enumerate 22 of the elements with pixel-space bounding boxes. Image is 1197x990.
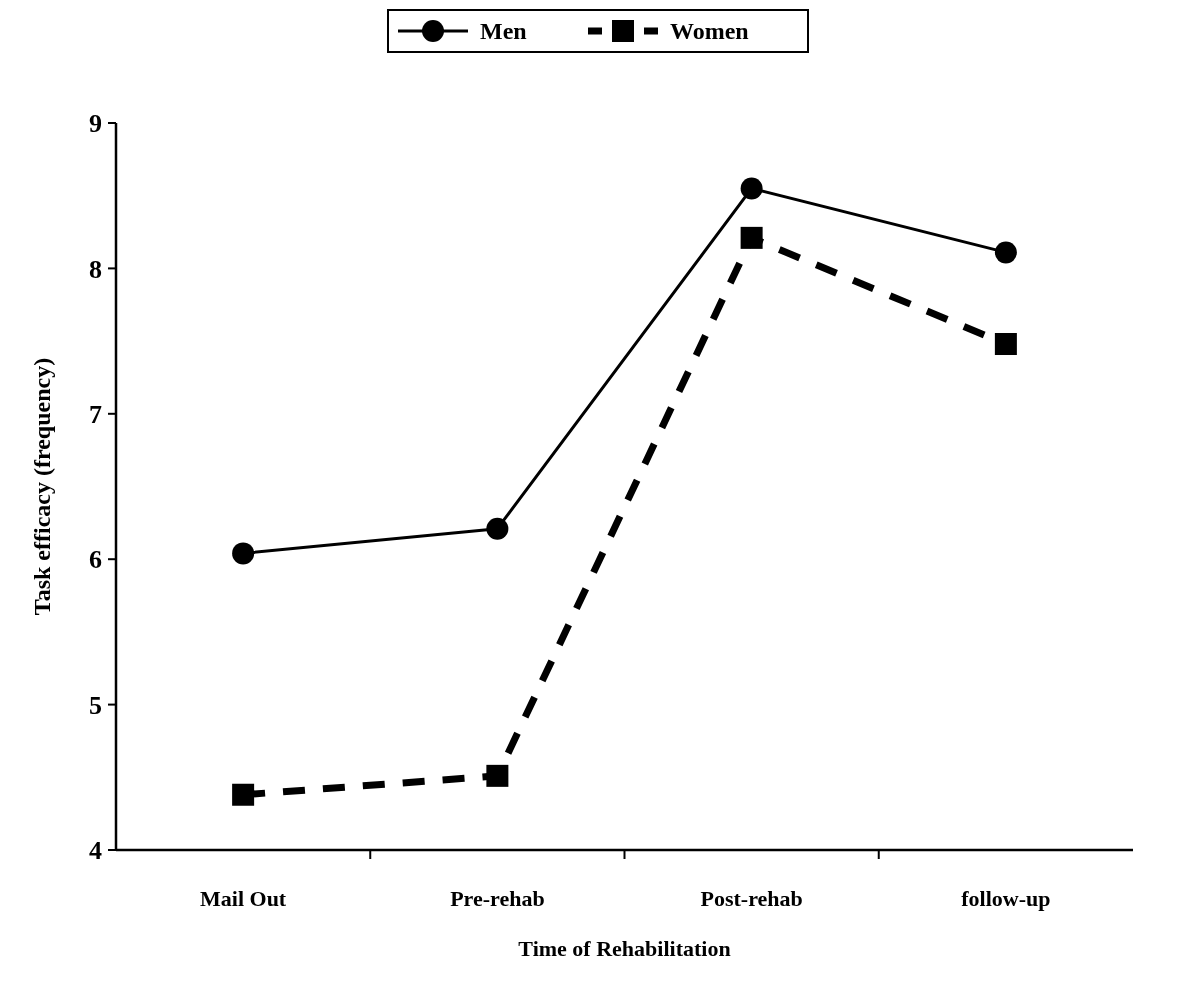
- legend-label: Men: [480, 18, 527, 45]
- point: [232, 542, 255, 565]
- point: [486, 517, 509, 540]
- y-tick-label: 9: [89, 109, 102, 139]
- point: [740, 226, 763, 249]
- y-tick-label: 8: [89, 254, 102, 284]
- point: [740, 177, 763, 200]
- x-axis-title: Time of Rehabilitation: [518, 936, 731, 961]
- point: [232, 783, 255, 806]
- point: [994, 241, 1017, 264]
- legend-label: Women: [670, 18, 749, 45]
- x-tick-label: Post-rehab: [700, 886, 803, 911]
- y-tick-label: 4: [89, 836, 102, 866]
- y-tick-label: 7: [89, 399, 102, 429]
- x-tick-label: Pre-rehab: [450, 886, 545, 911]
- x-tick-label: follow-up: [961, 886, 1051, 911]
- y-tick-label: 6: [89, 545, 102, 575]
- x-tick-label: Mail Out: [200, 886, 287, 911]
- y-tick-label: 5: [89, 690, 102, 720]
- point: [486, 764, 509, 787]
- y-axis-title: Task efficacy (frequency): [29, 357, 55, 616]
- point: [994, 333, 1017, 356]
